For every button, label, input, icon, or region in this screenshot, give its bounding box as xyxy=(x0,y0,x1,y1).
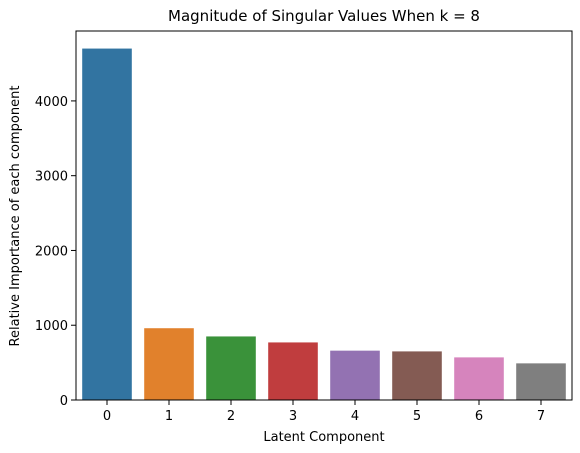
x-tick-label-5: 5 xyxy=(413,409,421,424)
x-tick-label-3: 3 xyxy=(289,409,297,424)
y-tick-label-4000: 4000 xyxy=(35,95,68,110)
bar-2 xyxy=(206,336,256,400)
y-tick-label-1000: 1000 xyxy=(35,319,68,334)
bar-5 xyxy=(392,351,442,400)
axes-frame xyxy=(75,30,573,401)
bar-6 xyxy=(454,357,504,400)
y-tick-label-3000: 3000 xyxy=(35,170,68,185)
x-tick-label-2: 2 xyxy=(227,409,235,424)
x-tick-label-0: 0 xyxy=(103,409,111,424)
x-tick-label-4: 4 xyxy=(351,409,359,424)
bar-3 xyxy=(268,342,318,400)
plot-area: 0 1 2 3 4 5 6 7 0 1000 2000 3000 4000 xyxy=(35,30,573,424)
bar-1 xyxy=(144,328,194,400)
y-tick-label-0: 0 xyxy=(60,394,68,409)
x-tick-label-7: 7 xyxy=(537,409,545,424)
bar-7 xyxy=(516,363,566,400)
x-tick-label-1: 1 xyxy=(165,409,173,424)
chart-title: Magnitude of Singular Values When k = 8 xyxy=(168,7,480,25)
bar-0 xyxy=(82,48,132,400)
bar-4 xyxy=(330,350,380,400)
y-tick-label-2000: 2000 xyxy=(35,244,68,259)
x-tick-label-6: 6 xyxy=(475,409,483,424)
y-axis-label: Relative Importance of each component xyxy=(8,86,23,347)
x-axis-label: Latent Component xyxy=(263,430,384,445)
